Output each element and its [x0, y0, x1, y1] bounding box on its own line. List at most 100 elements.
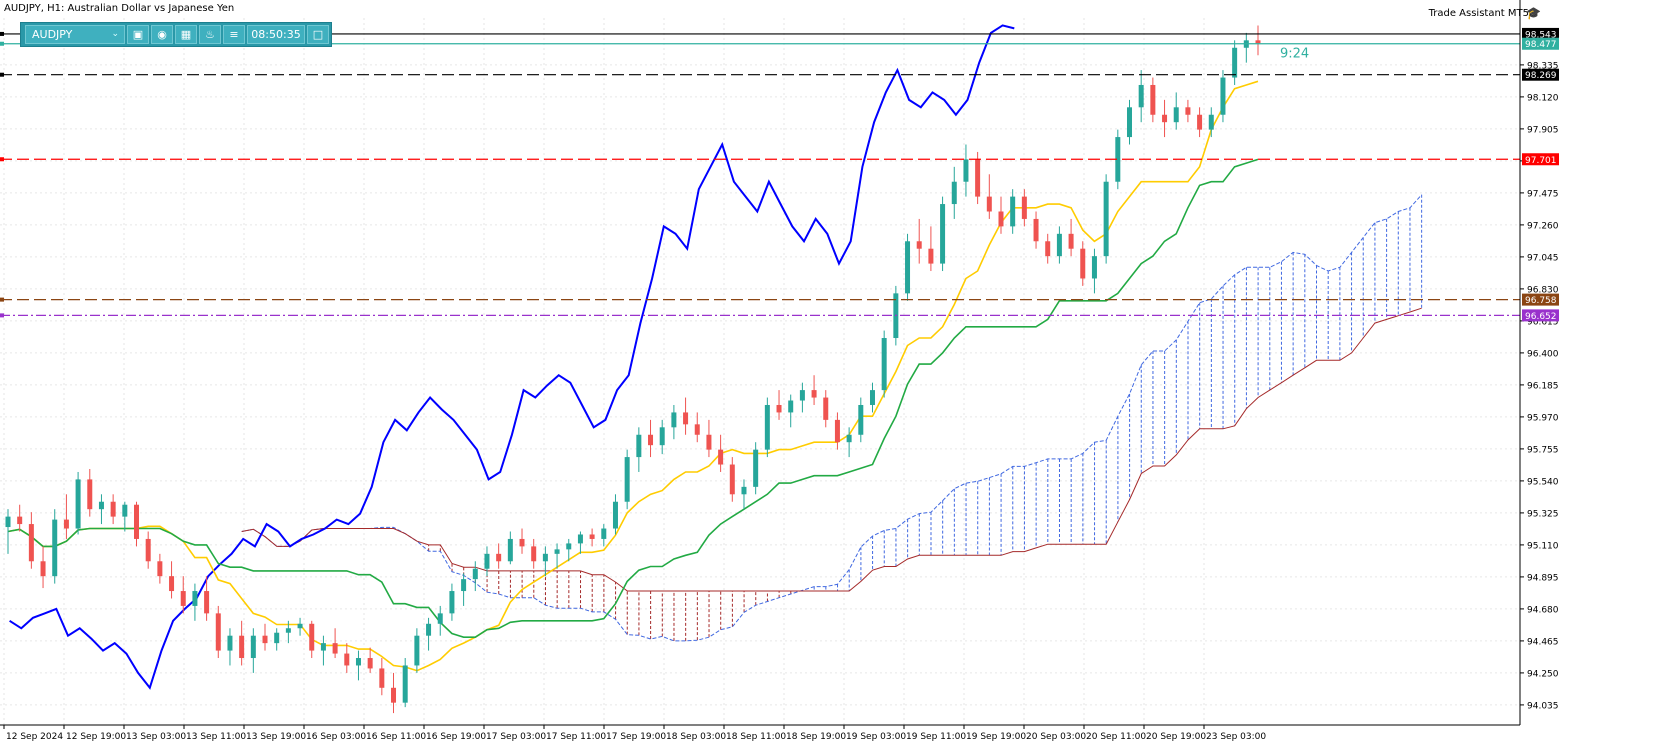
- price-tick-label: 97.475: [1527, 189, 1559, 199]
- price-tick-label: 94.465: [1527, 637, 1559, 647]
- candle-body: [169, 576, 175, 592]
- candle-body: [484, 553, 490, 569]
- candle-body: [753, 449, 759, 487]
- candle-body: [309, 623, 315, 651]
- candle-body: [1208, 114, 1214, 130]
- chart-title: AUDJPY, H1: Australian Dollar vs Japanes…: [4, 3, 235, 14]
- price-tick-label: 94.895: [1527, 573, 1559, 583]
- trade-assistant-label[interactable]: Trade Assistant MT5: [1428, 8, 1529, 19]
- candle-body: [869, 390, 875, 405]
- candle-body: [963, 159, 969, 182]
- candle-body: [671, 412, 677, 428]
- candle-body: [472, 568, 478, 580]
- candle-body: [145, 538, 151, 562]
- candle-body: [274, 632, 280, 644]
- candle-body: [1162, 114, 1168, 123]
- time-tick-label: 17 Sep 03:00: [486, 732, 546, 742]
- candle-body: [40, 561, 46, 577]
- candle-body: [834, 419, 840, 443]
- level-anchor: [0, 31, 4, 36]
- candle-body: [1115, 137, 1121, 182]
- candle-body: [542, 553, 548, 562]
- candle-body: [285, 628, 291, 633]
- candle-body: [98, 501, 104, 510]
- camera-icon[interactable]: ▣: [127, 25, 149, 44]
- candle-body: [683, 412, 689, 425]
- candle-body: [718, 449, 724, 465]
- price-tick-label: 98.335: [1527, 61, 1559, 71]
- price-tick-label: 95.325: [1527, 509, 1559, 519]
- candle-body: [437, 613, 443, 624]
- candle-body: [659, 427, 665, 446]
- candle-body: [624, 457, 630, 502]
- price-marker-label: 98.477: [1525, 40, 1557, 50]
- price-tick-label: 95.110: [1527, 541, 1559, 551]
- level-anchor: [0, 72, 4, 77]
- window-icon[interactable]: □: [307, 25, 329, 44]
- candle-body: [262, 635, 268, 644]
- candle-body: [1197, 114, 1203, 130]
- candle-body: [554, 549, 560, 554]
- candle-body: [332, 643, 338, 654]
- price-marker-label: 98.543: [1525, 30, 1557, 40]
- graduation-cap-icon[interactable]: 🎓: [1526, 6, 1541, 20]
- price-tick-label: 97.045: [1527, 253, 1559, 263]
- candle-body: [1056, 233, 1062, 257]
- candle-body: [636, 434, 642, 458]
- price-marker: [1522, 293, 1559, 306]
- candle-body: [601, 528, 607, 539]
- price-marker: [1522, 68, 1559, 81]
- price-marker: [1522, 153, 1559, 166]
- candle-body: [1080, 248, 1086, 279]
- price-tick-label: 96.400: [1527, 349, 1559, 359]
- price-marker: [1522, 309, 1559, 322]
- eye-icon[interactable]: ◉: [151, 25, 173, 44]
- tenkan-sen-line: [7, 80, 1259, 672]
- candle-body: [694, 424, 700, 435]
- time-axis: 12 Sep 2024 12 Sep 19:00 13 Sep 03:00 13 Se…: [0, 724, 1520, 742]
- candle-body: [204, 591, 210, 614]
- time-tick-label: 19 Sep 11:00: [906, 732, 966, 742]
- candle-body: [1232, 47, 1238, 78]
- candle-body: [17, 516, 23, 525]
- time-tick-label: 18 Sep 03:00: [666, 732, 726, 742]
- candle-body: [811, 390, 817, 398]
- time-tick-label: 20 Sep 19:00: [1146, 732, 1206, 742]
- senkou-span-a-line: [241, 194, 1422, 642]
- candle-body: [799, 390, 805, 401]
- candle-body: [940, 204, 946, 264]
- price-axis: 98.33598.12097.90597.69097.47597.26097.0…: [1519, 0, 1559, 725]
- bell-icon[interactable]: ♨: [199, 25, 221, 44]
- candle-body: [355, 658, 361, 666]
- senkou-span-b-line: [241, 307, 1422, 592]
- candle-body: [706, 434, 712, 450]
- price-tick-label: 94.250: [1527, 669, 1559, 679]
- candle-body: [519, 538, 525, 547]
- time-tick-label: 17 Sep 19:00: [606, 732, 666, 742]
- candle-body: [612, 501, 618, 529]
- candle-body: [1021, 196, 1027, 219]
- time-tick-label: 12 Sep 19:00: [66, 732, 126, 742]
- candle-body: [1255, 40, 1261, 44]
- candle-body: [577, 534, 583, 544]
- price-tick-label: 96.185: [1527, 381, 1559, 391]
- candle-body: [905, 241, 911, 294]
- trade-toolbar: AUDJPY ⌄ ▣ ◉ ▦ ♨ ≡ 08:50:35 □: [20, 22, 332, 47]
- candle-body: [87, 479, 93, 510]
- candle-body: [1045, 241, 1051, 257]
- price-marker: [1522, 27, 1559, 40]
- price-tick-label: 96.615: [1527, 317, 1559, 327]
- time-tick-label: 23 Sep 03:00: [1206, 732, 1266, 742]
- candle-body: [1091, 256, 1097, 279]
- time-tick-label: 19 Sep 03:00: [846, 732, 906, 742]
- menu-icon[interactable]: ≡: [223, 25, 245, 44]
- calendar-icon[interactable]: ▦: [175, 25, 197, 44]
- level-lines: [0, 31, 1520, 318]
- candle-body: [1185, 107, 1191, 115]
- time-tick-label: 13 Sep 03:00: [126, 732, 186, 742]
- candle-body: [729, 464, 735, 495]
- candle-body: [881, 338, 887, 391]
- symbol-selector[interactable]: AUDJPY ⌄: [25, 25, 125, 44]
